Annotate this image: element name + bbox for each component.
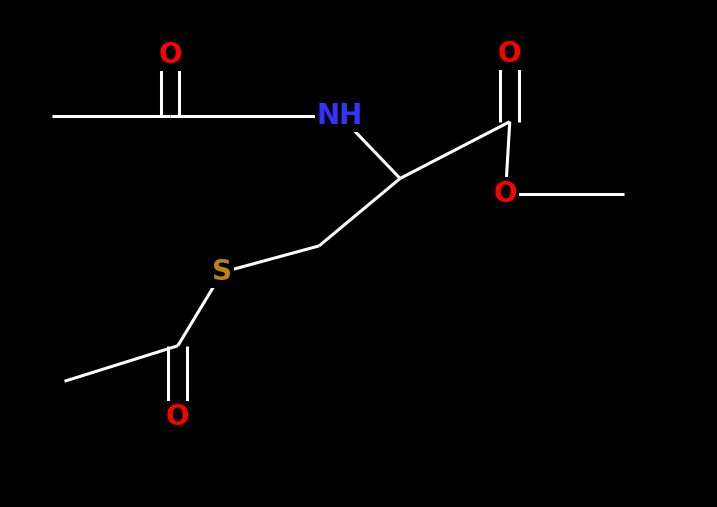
Text: NH: NH bbox=[317, 101, 363, 130]
Text: O: O bbox=[494, 179, 517, 208]
Text: S: S bbox=[212, 258, 232, 286]
Text: O: O bbox=[158, 41, 181, 69]
Text: O: O bbox=[498, 40, 521, 68]
Text: O: O bbox=[166, 403, 189, 431]
